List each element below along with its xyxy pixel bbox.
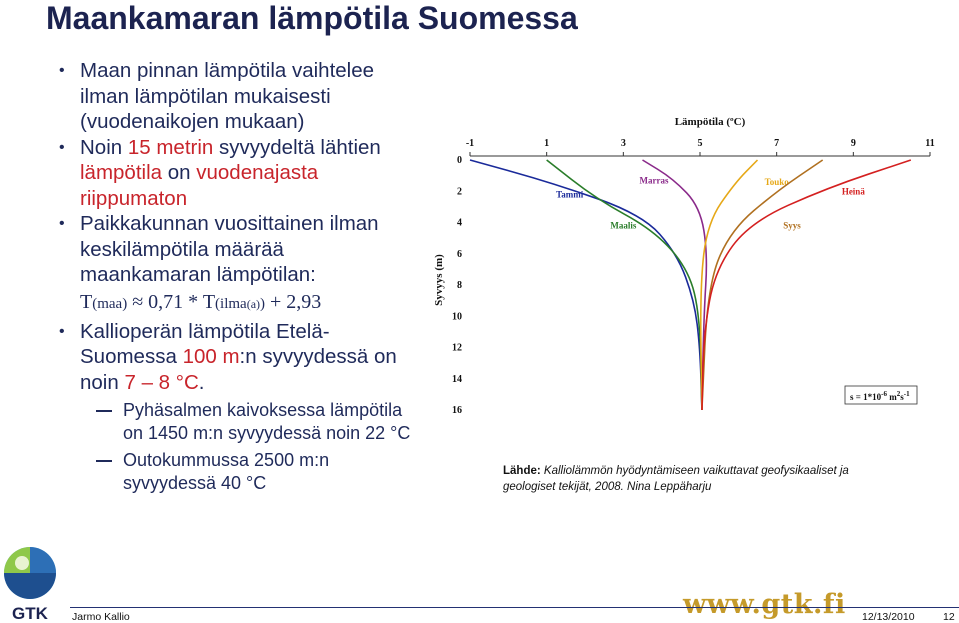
series-line-marras [642,159,708,411]
series-label-syys: Syys [783,221,801,231]
x-tick-label: 7 [774,138,779,149]
y-tick-label: 16 [452,405,462,416]
y-tick-label: 14 [452,374,462,385]
source-citation: Lähde: Kalliolämmön hyödyntämiseen vaiku… [503,465,849,493]
series-label-heinä: Heinä [842,186,866,196]
series-label-maalis: Maalis [610,221,636,231]
bullet-list: Maan pinnan lämpötila vaihtelee ilman lä… [56,58,416,495]
formula: T(maa) ≈ 0,71 * T(ilma(a)) + 2,93 [80,290,322,313]
x-ticks: -1 1 3 5 7 9 11 [466,138,935,156]
x-tick-label: 1 [544,138,549,149]
y-axis-label: Syvyys (m) [433,254,445,306]
annotation-box [844,385,918,405]
y-tick-label: 10 [452,311,462,322]
x-tick-label: 5 [698,138,703,149]
bullet-4: Kallioperän lämpötila Etelä-Suomessa 100… [56,319,416,396]
bullet-1: Maan pinnan lämpötila vaihtelee ilman lä… [56,58,416,135]
series-line-touko [699,159,759,411]
x-tick-label: -1 [466,138,474,149]
logo-text: GTK [12,604,49,623]
y-tick-label: 4 [457,218,462,229]
chart-title: Lämpötila (ºC) [675,116,746,128]
page-number: 12 [943,611,955,623]
x-tick-label: 11 [925,138,934,149]
series-label-marras: Marras [640,175,669,185]
footer-divider [70,607,959,608]
slide-title: Maankamaran lämpötila Suomessa [46,0,578,36]
bullet-2: Noin 15 metrin syvyydeltä lähtien lämpöt… [56,135,416,212]
y-tick-label: 2 [457,186,462,197]
series-line-heinä [701,159,912,411]
gtk-logo: GTK [4,547,56,623]
temperature-depth-chart: Lämpötila (ºC) -1 1 3 5 7 9 11 0 2 4 6 8 10 12 14 16 S… [433,116,935,416]
footer-author: Jarmo Kallio [72,611,130,623]
curves: Tammi Maalis Marras Touko Syys Heinä [469,159,912,411]
diffusivity-annotation: s = 1*10-6 m2s-1 [850,390,910,402]
x-tick-label: 3 [621,138,626,149]
sub-bullet-1: Pyhäsalmen kaivoksessa lämpötila on 1450… [56,399,416,445]
y-tick-label: 0 [457,155,462,166]
y-tick-label: 6 [457,249,462,260]
series-line-tammi [469,159,703,411]
footer-date: 12/13/2010 [862,611,915,623]
bullet-3: Paikkakunnan vuosittainen ilman keskiläm… [56,211,416,288]
series-line-maalis [546,159,703,411]
y-ticks: 0 2 4 6 8 10 12 14 16 [452,155,462,416]
sub-bullet-2: Outokummussa 2500 m:n syvyydessä 40 °C [56,449,416,495]
series-line-syys [701,159,824,411]
website-url[interactable]: www.gtk.fi [683,589,846,620]
series-label-tammi: Tammi [556,189,584,199]
y-tick-label: 8 [457,280,462,291]
x-tick-label: 9 [851,138,856,149]
series-label-touko: Touko [765,177,790,187]
y-tick-label: 12 [452,343,462,354]
